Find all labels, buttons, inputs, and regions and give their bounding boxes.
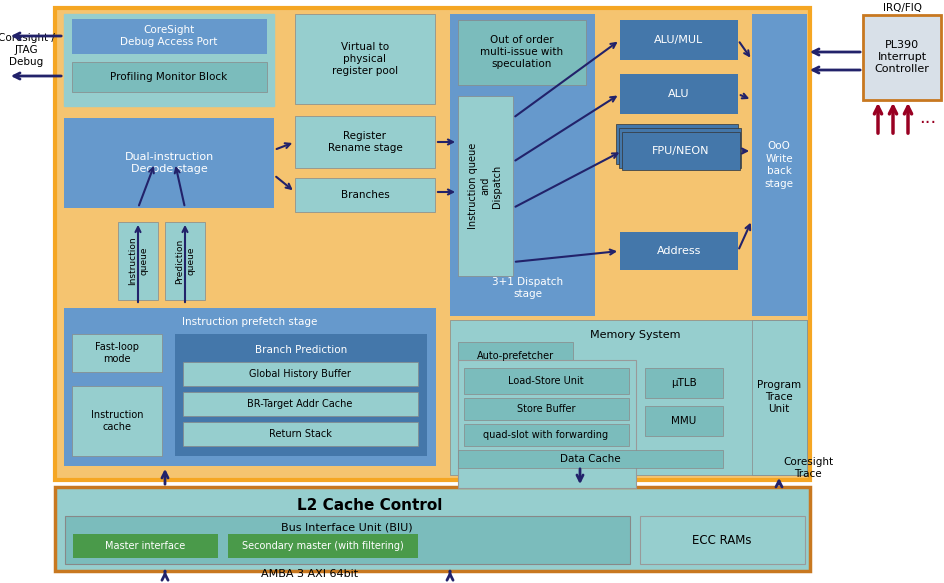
Bar xyxy=(619,20,737,60)
Text: Instruction
queue: Instruction queue xyxy=(127,237,148,285)
Bar xyxy=(645,406,722,436)
Text: Return Stack: Return Stack xyxy=(268,429,331,439)
Bar xyxy=(449,320,806,475)
Text: Address: Address xyxy=(656,246,700,256)
Bar xyxy=(118,222,158,300)
Bar xyxy=(458,96,513,276)
Bar xyxy=(65,516,630,564)
Bar xyxy=(619,74,737,114)
Bar xyxy=(621,132,739,170)
Text: OoO
Write
back
stage: OoO Write back stage xyxy=(764,142,793,188)
Bar xyxy=(183,362,417,386)
Bar xyxy=(862,15,940,100)
Bar xyxy=(73,534,218,558)
Text: Branches: Branches xyxy=(340,190,389,200)
Text: Dual-instruction
Decode stage: Dual-instruction Decode stage xyxy=(125,152,213,174)
Text: Store Buffer: Store Buffer xyxy=(516,404,575,414)
Text: ALU: ALU xyxy=(667,89,689,99)
Text: Master interface: Master interface xyxy=(105,541,185,551)
Text: ALU/MUL: ALU/MUL xyxy=(653,35,703,45)
Bar xyxy=(618,128,740,168)
Bar xyxy=(64,308,435,466)
Text: Instruction
cache: Instruction cache xyxy=(91,410,143,432)
Text: Virtual to
physical
register pool: Virtual to physical register pool xyxy=(331,41,397,76)
Text: L2 Cache Control: L2 Cache Control xyxy=(297,498,442,514)
Bar xyxy=(55,487,809,571)
Bar xyxy=(458,360,635,488)
Text: Auto-prefetcher: Auto-prefetcher xyxy=(476,351,553,361)
Text: 3+1 Dispatch
stage: 3+1 Dispatch stage xyxy=(492,277,563,299)
Text: Bus Interface Unit (BIU): Bus Interface Unit (BIU) xyxy=(281,522,413,532)
Bar xyxy=(464,398,629,420)
Text: Instruction prefetch stage: Instruction prefetch stage xyxy=(182,317,317,327)
Bar xyxy=(645,368,722,398)
Text: AMBA 3 AXI 64bit: AMBA 3 AXI 64bit xyxy=(261,569,358,579)
Bar xyxy=(228,534,417,558)
Text: FPU/NEON: FPU/NEON xyxy=(651,146,709,156)
Bar xyxy=(64,14,274,106)
Text: Prediction
queue: Prediction queue xyxy=(175,238,194,283)
Bar xyxy=(751,320,806,475)
Bar xyxy=(72,386,161,456)
Text: BR-Target Addr Cache: BR-Target Addr Cache xyxy=(247,399,352,409)
Bar xyxy=(449,14,595,316)
Text: Coresight
Trace: Coresight Trace xyxy=(783,457,833,479)
Bar xyxy=(458,342,572,370)
Text: Global History Buffer: Global History Buffer xyxy=(249,369,350,379)
Bar xyxy=(458,20,585,85)
Text: quad-slot with forwarding: quad-slot with forwarding xyxy=(483,430,608,440)
Text: Data Cache: Data Cache xyxy=(559,454,619,464)
Bar xyxy=(639,516,804,564)
Text: Fast-loop
mode: Fast-loop mode xyxy=(95,342,139,364)
Text: Register
Rename stage: Register Rename stage xyxy=(328,131,402,153)
Bar xyxy=(751,14,806,316)
Bar xyxy=(72,62,267,92)
Bar xyxy=(295,116,434,168)
Bar xyxy=(464,368,629,394)
Text: Profiling Monitor Block: Profiling Monitor Block xyxy=(110,72,228,82)
Bar xyxy=(295,14,434,104)
Text: IRQ/FIQ: IRQ/FIQ xyxy=(882,3,920,13)
Text: µTLB: µTLB xyxy=(670,378,696,388)
Text: Secondary master (with filtering): Secondary master (with filtering) xyxy=(242,541,403,551)
Bar xyxy=(183,422,417,446)
Text: ECC RAMs: ECC RAMs xyxy=(692,533,751,546)
Text: ...: ... xyxy=(919,109,936,127)
Text: Coresight /
JTAG
Debug: Coresight / JTAG Debug xyxy=(0,33,55,68)
Bar xyxy=(458,450,722,468)
Bar xyxy=(619,232,737,270)
Bar xyxy=(165,222,205,300)
Bar xyxy=(175,334,427,456)
Text: PL390
Interrupt
Controller: PL390 Interrupt Controller xyxy=(873,40,929,75)
Text: Program
Trace
Unit: Program Trace Unit xyxy=(756,380,801,415)
Bar xyxy=(183,392,417,416)
Text: MMU: MMU xyxy=(670,416,696,426)
Bar xyxy=(464,424,629,446)
Bar xyxy=(295,178,434,212)
Bar xyxy=(64,118,274,208)
Bar xyxy=(55,8,809,480)
Text: Out of order
multi-issue with
speculation: Out of order multi-issue with speculatio… xyxy=(480,34,563,69)
Text: Instruction queue
and
Dispatch: Instruction queue and Dispatch xyxy=(467,143,502,229)
Bar xyxy=(72,19,267,54)
Bar xyxy=(615,124,737,164)
Text: Load-Store Unit: Load-Store Unit xyxy=(508,376,583,386)
Bar xyxy=(72,334,161,372)
Text: CoreSight
Debug Access Port: CoreSight Debug Access Port xyxy=(120,25,217,47)
Text: Memory System: Memory System xyxy=(589,330,680,340)
Text: Branch Prediction: Branch Prediction xyxy=(255,345,346,355)
